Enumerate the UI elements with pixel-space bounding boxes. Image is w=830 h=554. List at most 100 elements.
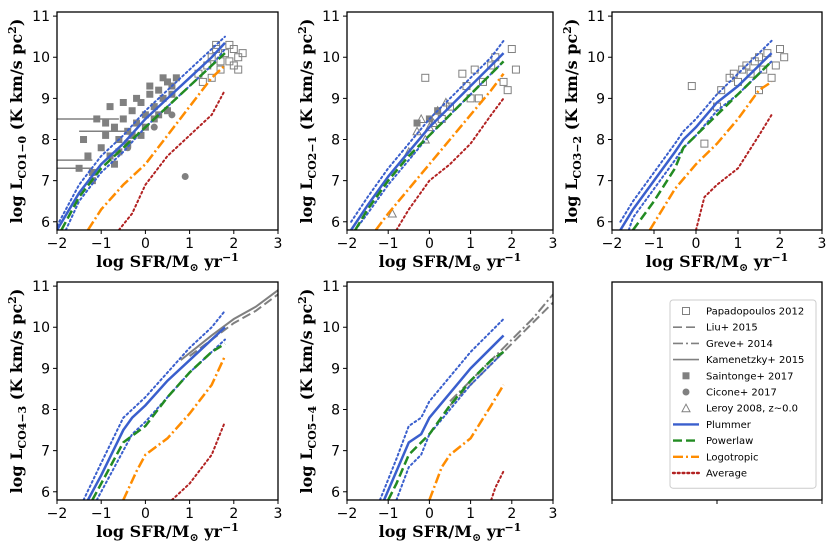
series-line-plummer [82, 309, 226, 500]
y-tick-label: 8 [331, 403, 340, 419]
axes-frame [56, 11, 279, 231]
data-point-open-triangle [412, 126, 422, 136]
legend-label: Greve+ 2014 [706, 339, 773, 350]
series-line-average [395, 97, 505, 230]
y-tick-label: 10 [587, 50, 605, 66]
data-point-open-square [511, 65, 520, 74]
series-line-grey-dashdot [449, 293, 553, 402]
x-tick-label: 2 [229, 236, 238, 252]
x-tick-label: 1 [466, 506, 475, 522]
data-point-open-square [198, 77, 207, 86]
data-point-filled-square [88, 168, 96, 176]
y-axis-label: log LCO1−0 (K km/s pc2) [6, 19, 29, 224]
legend-label: Average [706, 469, 747, 480]
series-line-plummer [382, 334, 505, 500]
data-point-filled-circle [150, 123, 158, 131]
axes-frame [346, 281, 554, 501]
x-tick-label: 3 [549, 236, 558, 252]
legend-label: Liu+ 2015 [706, 323, 758, 334]
data-point-open-square [458, 69, 467, 78]
series-line-plummer [395, 350, 505, 500]
panel-3: −2 −1 0 1 2 3 6 7 8 9 10 11 log SFR/M⊙ yr−1 log LCO3−… [561, 9, 826, 274]
legend-marker [682, 372, 690, 380]
x-tick-label: 2 [507, 236, 516, 252]
data-point-filled-square [119, 115, 127, 123]
panel-4: −2 −1 0 1 2 3 6 7 8 9 10 11 log SFR/M⊙ yr−1 log LCO4−… [6, 279, 282, 544]
data-point-filled-circle [181, 173, 189, 181]
y-tick-label: 11 [32, 9, 50, 25]
y-tick-label: 10 [32, 50, 50, 66]
plot-area [350, 39, 520, 230]
legend-label: Kamenetzky+ 2015 [706, 355, 804, 366]
data-point-filled-square [172, 74, 180, 82]
data-point-filled-square [164, 78, 171, 86]
data-point-filled-square [150, 103, 158, 111]
y-tick-label: 9 [331, 91, 340, 107]
plot-area [82, 289, 278, 500]
axes-frame [611, 11, 823, 231]
legend-entry: Kamenetzky+ 2015 [673, 355, 804, 366]
x-tick-label: 1 [734, 236, 743, 252]
series-line-powerlaw [387, 350, 505, 500]
data-point-open-square [742, 61, 751, 70]
x-tick-label: 2 [776, 236, 785, 252]
legend-entry: Plummer [673, 420, 752, 431]
data-point-open-square [776, 45, 784, 54]
data-point-filled-square [133, 119, 141, 127]
legend-marker [681, 403, 691, 413]
x-tick-label: −2 [337, 236, 358, 252]
series-line-powerlaw [354, 60, 505, 230]
y-tick-label: 9 [41, 91, 50, 107]
data-point-filled-square [133, 94, 141, 102]
x-tick-label: −1 [91, 506, 112, 522]
legend-entry: Saintonge+ 2017 [682, 371, 793, 382]
x-axis-label: log SFR/M⊙ yr−1 [96, 251, 239, 274]
data-point-open-square [717, 86, 726, 95]
data-point-open-square [225, 57, 234, 66]
panel-2: −2 −1 0 1 2 3 6 7 8 9 10 11 log SFR/M⊙ yr−1 log LCO2−… [296, 9, 557, 274]
x-tick-label: 2 [229, 506, 238, 522]
series-line-logotropic [374, 72, 505, 230]
data-point-open-square [759, 65, 768, 74]
data-point-filled-square [146, 82, 154, 90]
data-point-filled-square [146, 90, 154, 98]
data-point-filled-square [75, 164, 83, 172]
data-point-filled-square [159, 74, 167, 82]
x-tick-label: 0 [141, 506, 150, 522]
x-tick-label: 0 [425, 506, 434, 522]
data-point-filled-square [110, 160, 118, 168]
legend-label: Powerlaw [706, 436, 753, 447]
y-tick-label: 11 [322, 279, 340, 295]
data-point-open-square [207, 53, 216, 62]
y-tick-label: 6 [596, 215, 605, 231]
legend-entry: Logotropic [673, 452, 759, 463]
legend-marker [682, 388, 690, 396]
data-point-open-square [234, 53, 243, 62]
legend-entry: Powerlaw [673, 436, 753, 447]
data-point-filled-square [155, 86, 163, 94]
y-tick-label: 10 [322, 320, 340, 336]
y-tick-label: 8 [41, 133, 50, 149]
data-point-open-square [738, 65, 747, 74]
x-tick-label: 0 [141, 236, 150, 252]
data-point-filled-circle [168, 111, 176, 119]
y-tick-label: 10 [322, 50, 340, 66]
y-tick-label: 8 [331, 133, 340, 149]
data-point-filled-square [80, 136, 88, 144]
data-point-open-square [725, 73, 734, 82]
data-point-open-square [780, 53, 789, 62]
x-axis-label: log SFR/M⊙ yr−1 [379, 251, 522, 274]
x-tick-label: 3 [549, 506, 558, 522]
y-tick-label: 7 [41, 444, 50, 460]
panel-5: −2 −1 0 1 2 3 6 7 8 9 10 11 log SFR/M⊙ yr−1 log LCO5−… [296, 279, 557, 544]
legend-entry: Cicone+ 2017 [682, 388, 777, 399]
y-tick-label: 8 [41, 403, 50, 419]
x-tick-label: −1 [91, 236, 112, 252]
x-axis-label: log SFR/M⊙ yr−1 [379, 521, 522, 544]
data-point-open-square [499, 77, 508, 86]
x-tick-label: 3 [818, 236, 827, 252]
data-point-open-square [487, 61, 496, 70]
series-line-plummer [350, 52, 505, 230]
x-tick-label: −2 [47, 236, 68, 252]
